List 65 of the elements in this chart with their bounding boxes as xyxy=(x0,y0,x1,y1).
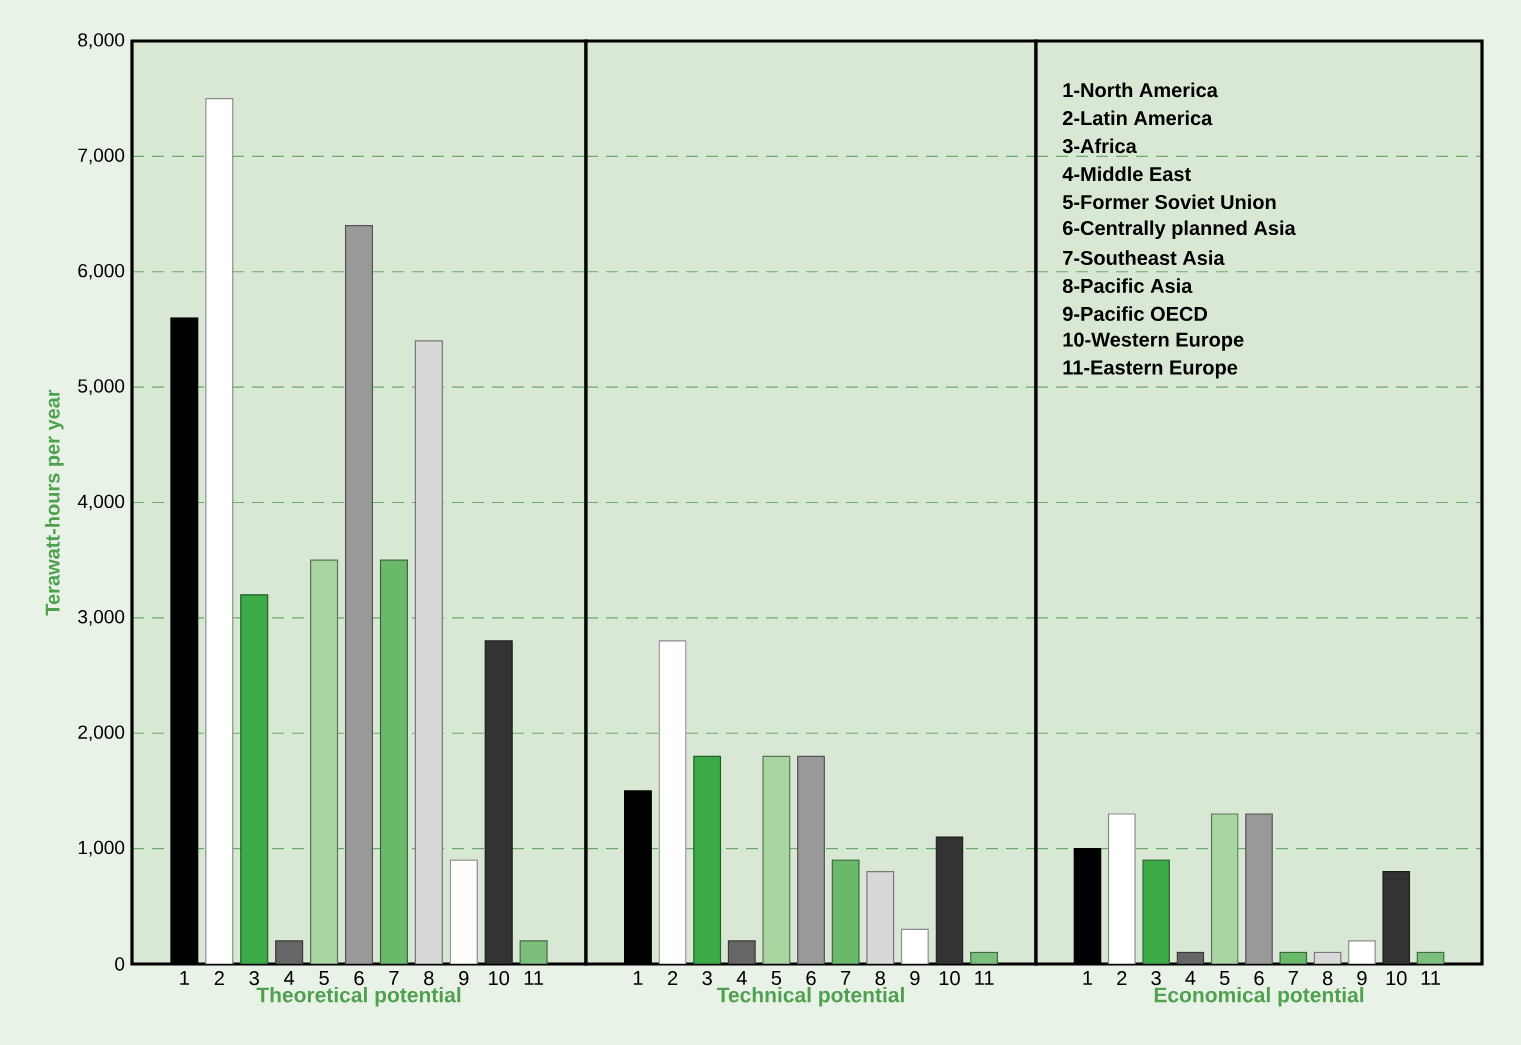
bar xyxy=(797,755,825,964)
x-tick-label: 10 xyxy=(489,971,510,986)
x-tick-label: 10 xyxy=(939,971,960,986)
x-tick-label: 5 xyxy=(319,971,329,986)
x-axis-title: Theoretical potential xyxy=(256,986,461,1007)
bar xyxy=(1210,813,1239,964)
bar xyxy=(1142,859,1170,964)
annotation: 6-Centrally planned Asia xyxy=(1063,220,1296,240)
annotation: 11-Eastern Europe xyxy=(1063,360,1238,379)
x-tick-label: 7 xyxy=(389,971,399,985)
y-axis-title: Terawatt-hours per year xyxy=(45,389,64,616)
bar xyxy=(414,340,443,964)
x-tick-label: 11 xyxy=(524,971,544,985)
bar xyxy=(1176,951,1205,964)
annotation: 4-Middle East xyxy=(1062,166,1191,182)
x-tick-label: 7 xyxy=(1288,971,1298,985)
x-tick-label: 2 xyxy=(1117,971,1127,986)
y-tick-label: 4,000 xyxy=(77,494,125,511)
x-tick-label: 1 xyxy=(180,971,189,985)
x-tick-label: 3 xyxy=(1151,971,1161,986)
x-axis-title: Technical potential xyxy=(716,986,904,1007)
x-tick-label: 8 xyxy=(1322,971,1333,986)
x-tick-label: 8 xyxy=(875,971,885,986)
y-tick-label: 3,000 xyxy=(78,610,125,626)
x-tick-label: 6 xyxy=(1254,971,1264,986)
x-tick-label: 5 xyxy=(1219,971,1230,986)
x-tick-label: 4 xyxy=(1185,971,1196,985)
bar xyxy=(935,836,964,964)
x-tick-label: 7 xyxy=(841,971,851,985)
y-tick-label: 7,000 xyxy=(78,148,125,165)
annotation: 1-North America xyxy=(1063,82,1218,98)
x-tick-label: 3 xyxy=(702,971,712,986)
annotation: 9-Pacific OECD xyxy=(1062,306,1208,321)
x-tick-label: 1 xyxy=(633,971,643,985)
x-tick-label: 11 xyxy=(975,971,994,985)
x-tick-label: 2 xyxy=(214,971,224,986)
y-tick-label: 8,000 xyxy=(78,33,125,49)
x-tick-label: 9 xyxy=(1357,971,1367,986)
annotation: 2-Latin America xyxy=(1062,110,1213,126)
y-tick-label: 6,000 xyxy=(78,263,125,280)
annotation: 10-Western Europe xyxy=(1063,332,1244,351)
y-tick-label: 1,000 xyxy=(78,840,125,857)
y-tick-label: 5,000 xyxy=(78,379,125,395)
x-tick-label: 1 xyxy=(1083,971,1093,985)
x-tick-label: 6 xyxy=(806,971,816,986)
x-tick-label: 2 xyxy=(667,971,678,986)
x-tick-label: 4 xyxy=(284,971,295,985)
x-tick-label: 10 xyxy=(1386,971,1407,986)
y-tick-label: 2,000 xyxy=(78,725,125,742)
x-axis-title: Economical potential xyxy=(1154,986,1364,1007)
x-tick-label: 3 xyxy=(249,971,259,986)
bar xyxy=(727,940,756,964)
annotation: 3-Africa xyxy=(1062,138,1137,154)
x-tick-label: 9 xyxy=(459,971,469,986)
x-tick-label: 6 xyxy=(354,971,364,986)
y-tick-label: 0 xyxy=(115,957,125,971)
bar xyxy=(1348,940,1376,964)
x-tick-label: 9 xyxy=(910,971,920,986)
annotation: 7-Southeast Asia xyxy=(1063,250,1225,266)
annotation: 8-Pacific Asia xyxy=(1062,278,1193,294)
x-tick-label: 5 xyxy=(771,971,782,986)
x-tick-label: 8 xyxy=(424,971,434,986)
x-tick-label: 11 xyxy=(1421,971,1440,985)
x-tick-label: 4 xyxy=(736,971,747,985)
annotation: 5-Former Soviet Union xyxy=(1062,194,1276,210)
